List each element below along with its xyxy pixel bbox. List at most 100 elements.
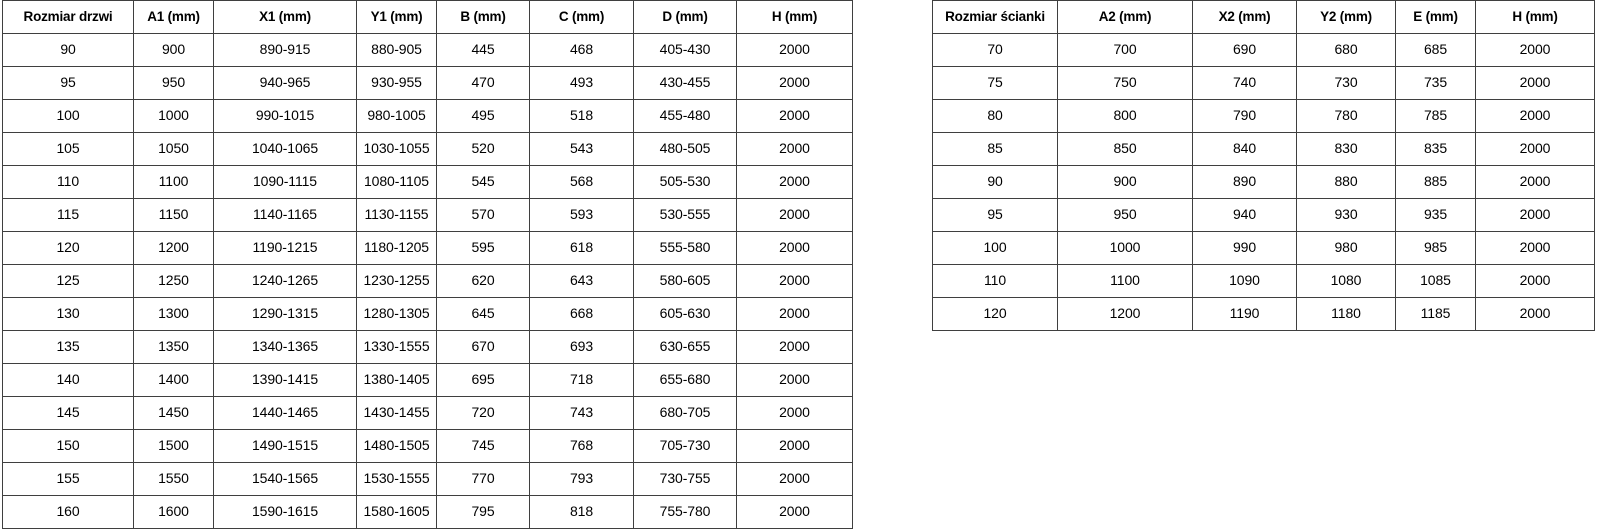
table-cell: 735: [1395, 66, 1476, 100]
table-cell: 930-955: [356, 66, 437, 100]
door-size-table-container: Rozmiar drzwi A1 (mm) X1 (mm) Y1 (mm) B (mm)…: [2, 0, 853, 529]
table-cell: 493: [529, 66, 634, 100]
table-cell: 940: [1192, 198, 1297, 232]
table-cell: 745: [436, 429, 530, 463]
table-row: 90 900 890-915 880-905 445 468 405-430 2000: [2, 33, 853, 67]
table-cell: 1100: [1057, 264, 1193, 298]
table-cell: 1340-1365: [213, 330, 357, 364]
table-cell: 730-755: [633, 462, 737, 496]
table-cell: 518: [529, 99, 634, 133]
table-cell: 430-455: [633, 66, 737, 100]
table-cell: 2000: [1475, 165, 1595, 199]
table-cell: 885: [1395, 165, 1476, 199]
table-cell: 1290-1315: [213, 297, 357, 331]
table-cell: 1000: [1057, 231, 1193, 265]
table-cell: 2000: [736, 330, 853, 364]
table-cell: 985: [1395, 231, 1476, 265]
table-cell: 2000: [1475, 99, 1595, 133]
table-cell: 2000: [1475, 264, 1595, 298]
table-cell: 100: [932, 231, 1058, 265]
table-cell: 85: [932, 132, 1058, 166]
table-cell: 2000: [736, 462, 853, 496]
table-cell: 830: [1296, 132, 1396, 166]
table-cell: 495: [436, 99, 530, 133]
table-row: 125 1250 1240-1265 1230-1255 620 643 580-605 20…: [2, 264, 853, 298]
table-row: 130 1300 1290-1315 1280-1305 645 668 605-630 20…: [2, 297, 853, 331]
table-cell: 1080-1105: [356, 165, 437, 199]
table-cell: 1400: [133, 363, 214, 397]
table-cell: 1090: [1192, 264, 1297, 298]
table-row: 90 900 890 880 885 2000: [932, 165, 1595, 199]
table-cell: 555-580: [633, 231, 737, 265]
table-row: 70 700 690 680 685 2000: [932, 33, 1595, 67]
table-cell: 990-1015: [213, 99, 357, 133]
table-cell: 655-680: [633, 363, 737, 397]
table-cell: 620: [436, 264, 530, 298]
table-cell: 1330-1555: [356, 330, 437, 364]
table-header-row: Rozmiar ścianki A2 (mm) X2 (mm) Y2 (mm) E (m…: [932, 0, 1595, 34]
table-cell: 2000: [736, 363, 853, 397]
table-cell: 480-505: [633, 132, 737, 166]
table-cell: 100: [2, 99, 134, 133]
table-cell: 700: [1057, 33, 1193, 67]
table-cell: 580-605: [633, 264, 737, 298]
table-cell: 1190: [1192, 297, 1297, 331]
table-cell: 505-530: [633, 165, 737, 199]
table-cell: 1180: [1296, 297, 1396, 331]
column-header: Y2 (mm): [1296, 0, 1396, 34]
table-cell: 2000: [736, 165, 853, 199]
table-cell: 125: [2, 264, 134, 298]
table-cell: 1250: [133, 264, 214, 298]
table-cell: 950: [133, 66, 214, 100]
table-cell: 900: [133, 33, 214, 67]
table-cell: 75: [932, 66, 1058, 100]
table-cell: 1580-1605: [356, 495, 437, 529]
table-cell: 545: [436, 165, 530, 199]
table-cell: 110: [2, 165, 134, 199]
table-cell: 570: [436, 198, 530, 232]
table-cell: 980: [1296, 231, 1396, 265]
table-row: 105 1050 1040-1065 1030-1055 520 543 480-505 20…: [2, 132, 853, 166]
table-cell: 785: [1395, 99, 1476, 133]
door-table-header: Rozmiar drzwi A1 (mm) X1 (mm) Y1 (mm) B (mm)…: [2, 0, 853, 34]
table-cell: 80: [932, 99, 1058, 133]
table-cell: 1100: [133, 165, 214, 199]
table-cell: 2000: [736, 99, 853, 133]
table-cell: 568: [529, 165, 634, 199]
table-cell: 95: [932, 198, 1058, 232]
table-cell: 1190-1215: [213, 231, 357, 265]
table-cell: 768: [529, 429, 634, 463]
table-cell: 1350: [133, 330, 214, 364]
column-header: A2 (mm): [1057, 0, 1193, 34]
table-cell: 1540-1565: [213, 462, 357, 496]
table-cell: 120: [932, 297, 1058, 331]
table-cell: 2000: [1475, 33, 1595, 67]
table-cell: 1300: [133, 297, 214, 331]
table-cell: 1490-1515: [213, 429, 357, 463]
table-cell: 2000: [736, 297, 853, 331]
table-row: 75 750 740 730 735 2000: [932, 66, 1595, 100]
table-cell: 840: [1192, 132, 1297, 166]
table-row: 145 1450 1440-1465 1430-1455 720 743 680-705 20…: [2, 396, 853, 430]
column-header: X1 (mm): [213, 0, 357, 34]
table-cell: 2000: [736, 198, 853, 232]
table-cell: 160: [2, 495, 134, 529]
table-cell: 730: [1296, 66, 1396, 100]
table-cell: 680-705: [633, 396, 737, 430]
table-cell: 930: [1296, 198, 1396, 232]
table-cell: 1040-1065: [213, 132, 357, 166]
table-row: 110 1100 1090 1080 1085 2000: [932, 264, 1595, 298]
table-cell: 880-905: [356, 33, 437, 67]
wall-size-table: Rozmiar ścianki A2 (mm) X2 (mm) Y2 (mm) E (m…: [932, 0, 1595, 331]
table-cell: 1430-1455: [356, 396, 437, 430]
table-cell: 740: [1192, 66, 1297, 100]
table-cell: 750: [1057, 66, 1193, 100]
table-cell: 2000: [736, 396, 853, 430]
table-cell: 595: [436, 231, 530, 265]
table-row: 95 950 940 930 935 2000: [932, 198, 1595, 232]
table-row: 95 950 940-965 930-955 470 493 430-455 2000: [2, 66, 853, 100]
table-cell: 1280-1305: [356, 297, 437, 331]
table-cell: 668: [529, 297, 634, 331]
column-header: E (mm): [1395, 0, 1476, 34]
